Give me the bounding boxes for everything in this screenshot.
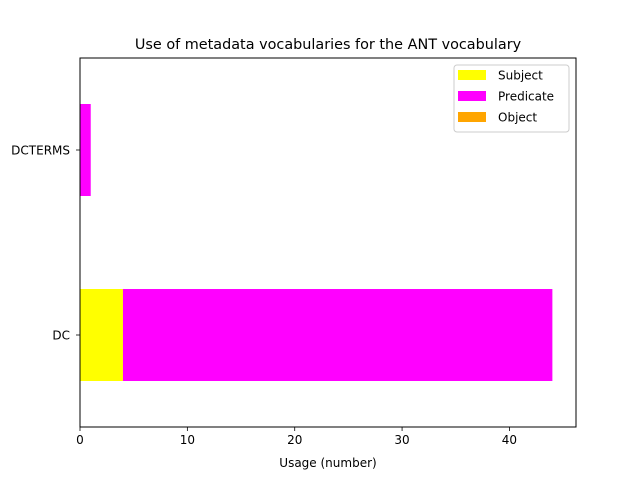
bars-layer <box>80 104 553 381</box>
y-tick-label-dcterms: DCTERMS <box>11 144 70 158</box>
y-tick-label-dc: DC <box>52 329 70 343</box>
legend: Subject Predicate Object <box>453 64 570 133</box>
x-tick-label: 30 <box>394 433 409 447</box>
legend-label-object: Object <box>498 111 537 125</box>
y-axis-ticks: DC DCTERMS <box>11 144 80 343</box>
x-axis-label: Usage (number) <box>279 456 376 470</box>
bar-dc-subject <box>80 289 123 381</box>
plot-frame <box>79 57 577 428</box>
legend-swatch-predicate <box>458 91 486 101</box>
x-axis-ticks: 0 10 20 30 40 <box>76 427 517 447</box>
x-tick-label: 0 <box>76 433 84 447</box>
legend-swatch-subject <box>458 70 486 80</box>
legend-swatch-object <box>458 112 486 122</box>
legend-label-predicate: Predicate <box>498 90 554 104</box>
x-tick-label: 40 <box>502 433 517 447</box>
x-tick-label: 20 <box>287 433 302 447</box>
legend-label-subject: Subject <box>498 69 543 83</box>
bar-dc-predicate <box>122 289 553 381</box>
bar-dcterms-predicate <box>80 104 91 196</box>
chart-title: Use of metadata vocabularies for the ANT… <box>135 37 522 53</box>
x-tick-label: 10 <box>180 433 195 447</box>
